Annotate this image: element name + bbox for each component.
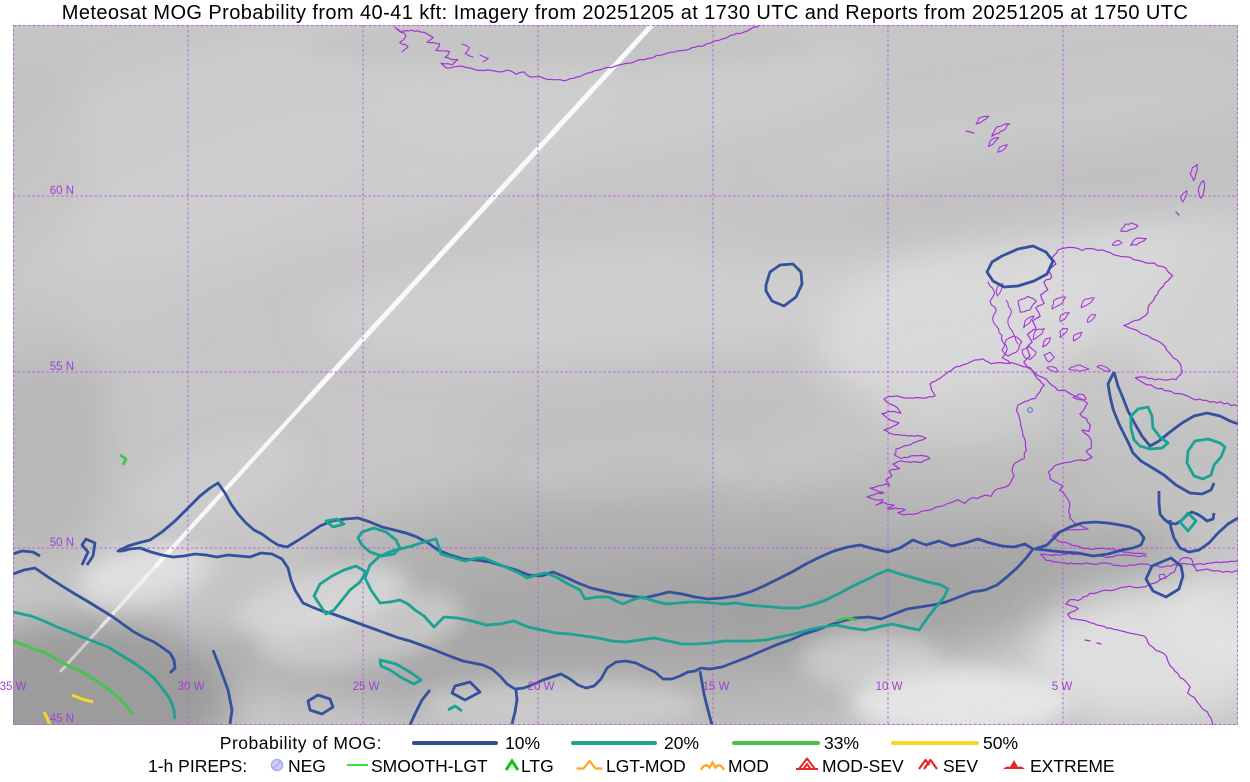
svg-text:50 N: 50 N <box>50 537 74 549</box>
svg-text:30 W: 30 W <box>178 681 205 693</box>
svg-text:10 W: 10 W <box>876 681 903 693</box>
svg-text:55 N: 55 N <box>50 361 74 373</box>
svg-text:5 W: 5 W <box>1052 681 1073 693</box>
svg-text:45 N: 45 N <box>50 713 74 725</box>
svg-text:15 W: 15 W <box>703 681 730 693</box>
svg-text:20 W: 20 W <box>528 681 555 693</box>
svg-text:25 W: 25 W <box>353 681 380 693</box>
svg-text:60 N: 60 N <box>50 185 74 197</box>
svg-text:35 W: 35 W <box>0 681 27 693</box>
